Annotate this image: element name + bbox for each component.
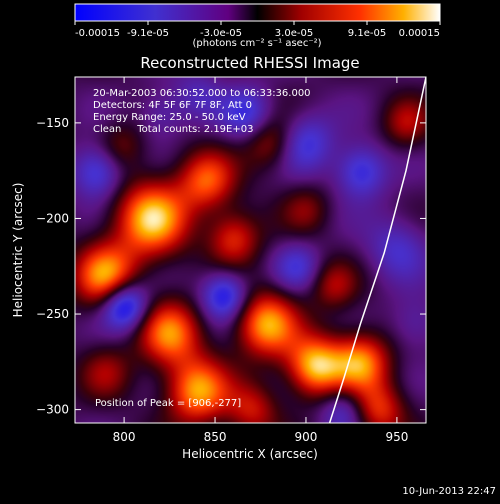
colorbar: [74, 3, 441, 22]
y-axis-label: Heliocentric Y (arcsec): [11, 183, 25, 318]
x-tick-label: 950: [385, 430, 408, 444]
plot-frame: [74, 76, 427, 424]
plot-area: [75, 77, 426, 423]
y-tick-label: −200: [36, 211, 69, 225]
annotation-energy: Energy Range: 25.0 - 50.0 keV: [93, 112, 246, 123]
colorbar-tick-label: -3.0e-05: [200, 28, 242, 39]
colorbar-unit-label: (photons cm⁻² s⁻¹ asec⁻²): [192, 38, 321, 49]
colorbar-tick-label: -9.1e-05: [127, 28, 169, 39]
x-tick-label: 800: [113, 430, 136, 444]
annotation-time: 20-Mar-2003 06:30:52.000 to 06:33:36.000: [93, 88, 311, 99]
colorbar-ticks: -0.00015 -9.1e-05 -3.0e-05 3.0e-05 9.1e-05 0.…: [74, 21, 441, 39]
chart-title: Reconstructed RHESSI Image: [140, 54, 359, 72]
x-axis-label: Heliocentric X (arcsec): [182, 447, 318, 461]
peak-position-label: Position of Peak = [906,-277]: [95, 398, 241, 409]
colorbar-tick-label: 3.0e-05: [275, 28, 313, 39]
colorbar-tick-label: 9.1e-05: [348, 28, 386, 39]
solar-limb-curve: [328, 77, 426, 423]
annotation-detectors: Detectors: 4F 5F 6F 7F 8F, Att 0: [93, 100, 252, 111]
heatmap-image: [75, 77, 426, 423]
axis-ticks: 800 850 900 950 −150 −200 −250 −300: [36, 77, 426, 444]
colorbar-tick-label: 0.00015: [399, 28, 440, 39]
y-tick-label: −250: [36, 307, 69, 321]
y-tick-label: −150: [36, 116, 69, 130]
annotation-counts: Clean Total counts: 2.19E+03: [93, 124, 253, 135]
colorbar-tick-label: -0.00015: [75, 28, 120, 39]
x-tick-label: 900: [295, 430, 318, 444]
footer-timestamp: 10-Jun-2013 22:47: [402, 486, 496, 497]
x-tick-label: 850: [204, 430, 227, 444]
y-tick-label: −300: [36, 403, 69, 417]
